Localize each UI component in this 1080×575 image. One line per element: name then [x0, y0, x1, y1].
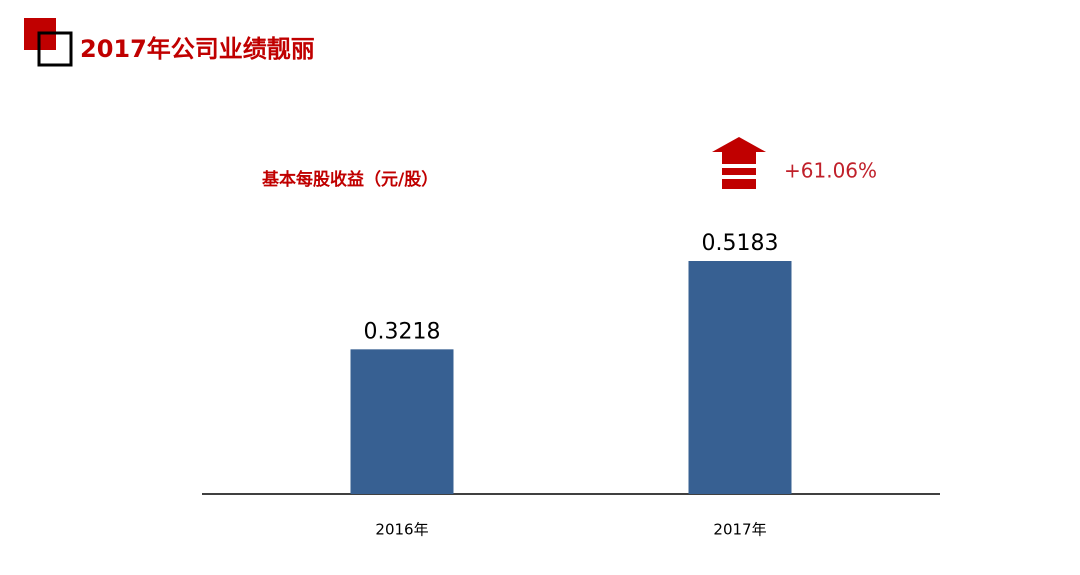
arrow-bar — [722, 168, 756, 175]
arrow-bar — [722, 179, 756, 189]
arrow-bar — [722, 152, 756, 164]
x-tick-label: 2016年 — [375, 521, 428, 539]
bar — [350, 349, 454, 494]
chart-subtitle: 基本每股收益（元/股） — [261, 169, 438, 190]
x-tick-label: 2017年 — [713, 521, 766, 539]
bar — [688, 261, 792, 494]
growth-annotation: +61.06% — [784, 159, 877, 183]
logo-outline — [37, 31, 73, 67]
value-label: 0.5183 — [702, 231, 779, 256]
value-label: 0.3218 — [364, 319, 441, 344]
chart-title: 2017年公司业绩靓丽 — [80, 35, 315, 63]
up-arrow-icon — [712, 137, 766, 189]
arrow-head — [712, 137, 766, 152]
